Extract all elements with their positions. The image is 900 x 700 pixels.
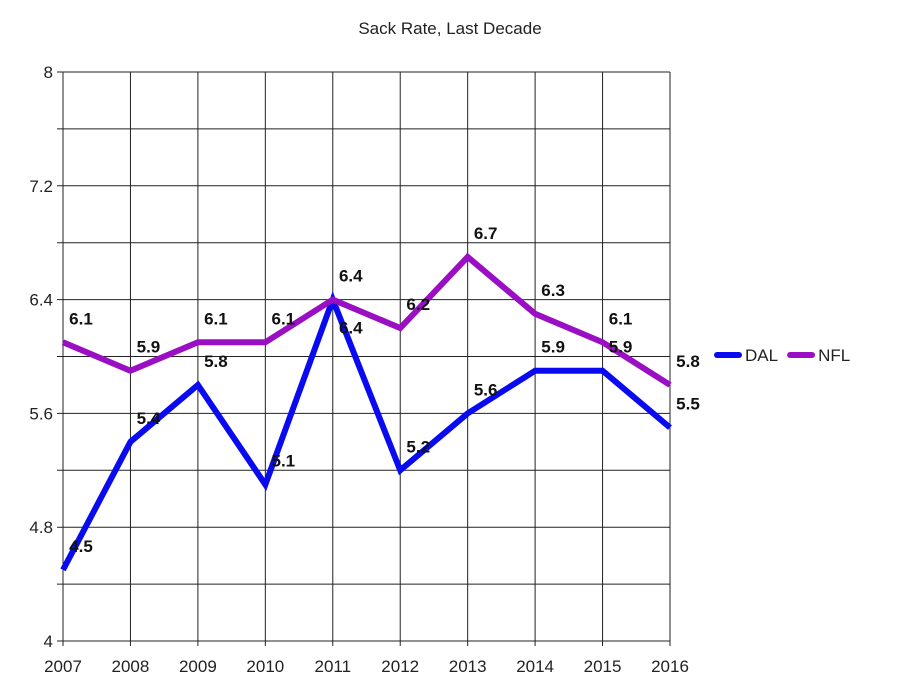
x-tick-label: 2008 [112, 657, 150, 676]
data-label-dal: 5.5 [676, 395, 700, 414]
x-tick-label: 2015 [584, 657, 622, 676]
data-label-nfl: 5.8 [676, 352, 700, 371]
legend-label-dal: DAL [745, 346, 778, 365]
y-tick-label: 4 [44, 632, 53, 651]
legend: DAL NFL [714, 346, 850, 365]
data-label-dal: 5.4 [137, 409, 161, 428]
data-label-nfl: 6.4 [339, 319, 363, 338]
data-label-nfl: 6.1 [69, 309, 93, 328]
y-tick-label: 8 [44, 63, 53, 82]
data-label-nfl: 6.1 [609, 309, 633, 328]
data-label-nfl: 6.1 [272, 309, 296, 328]
data-label-dal: 4.5 [69, 537, 93, 556]
x-tick-label: 2009 [179, 657, 217, 676]
series-line-dal [60, 291, 672, 572]
data-label-dal: 6.4 [339, 267, 363, 286]
x-tick-label: 2012 [381, 657, 419, 676]
y-tick-label: 7.2 [29, 177, 53, 196]
data-label-nfl: 6.2 [406, 295, 430, 314]
data-label-dal: 5.9 [541, 338, 565, 357]
data-label-nfl: 6.7 [474, 224, 498, 243]
x-tick-label: 2011 [314, 657, 351, 676]
series-line-nfl [61, 252, 672, 388]
data-label-dal: 5.1 [272, 452, 296, 471]
x-tick-label: 2013 [449, 657, 487, 676]
data-label-dal: 5.9 [609, 338, 633, 357]
data-label-dal: 5.2 [406, 437, 430, 456]
x-tick-label: 2010 [246, 657, 284, 676]
x-tick-label: 2016 [651, 657, 689, 676]
x-tick-label: 2007 [44, 657, 82, 676]
y-tick-label: 6.4 [29, 291, 53, 310]
chart-title: Sack Rate, Last Decade [358, 19, 541, 38]
y-tick-label: 5.6 [29, 404, 53, 423]
y-tick-label: 4.8 [29, 518, 53, 537]
data-label-nfl: 5.9 [137, 338, 161, 357]
data-label-dal: 5.8 [204, 352, 228, 371]
legend-label-nfl: NFL [818, 346, 850, 365]
data-label-nfl: 6.1 [204, 309, 228, 328]
data-label-dal: 5.6 [474, 380, 498, 399]
data-label-nfl: 6.3 [541, 281, 565, 300]
x-tick-label: 2014 [516, 657, 554, 676]
